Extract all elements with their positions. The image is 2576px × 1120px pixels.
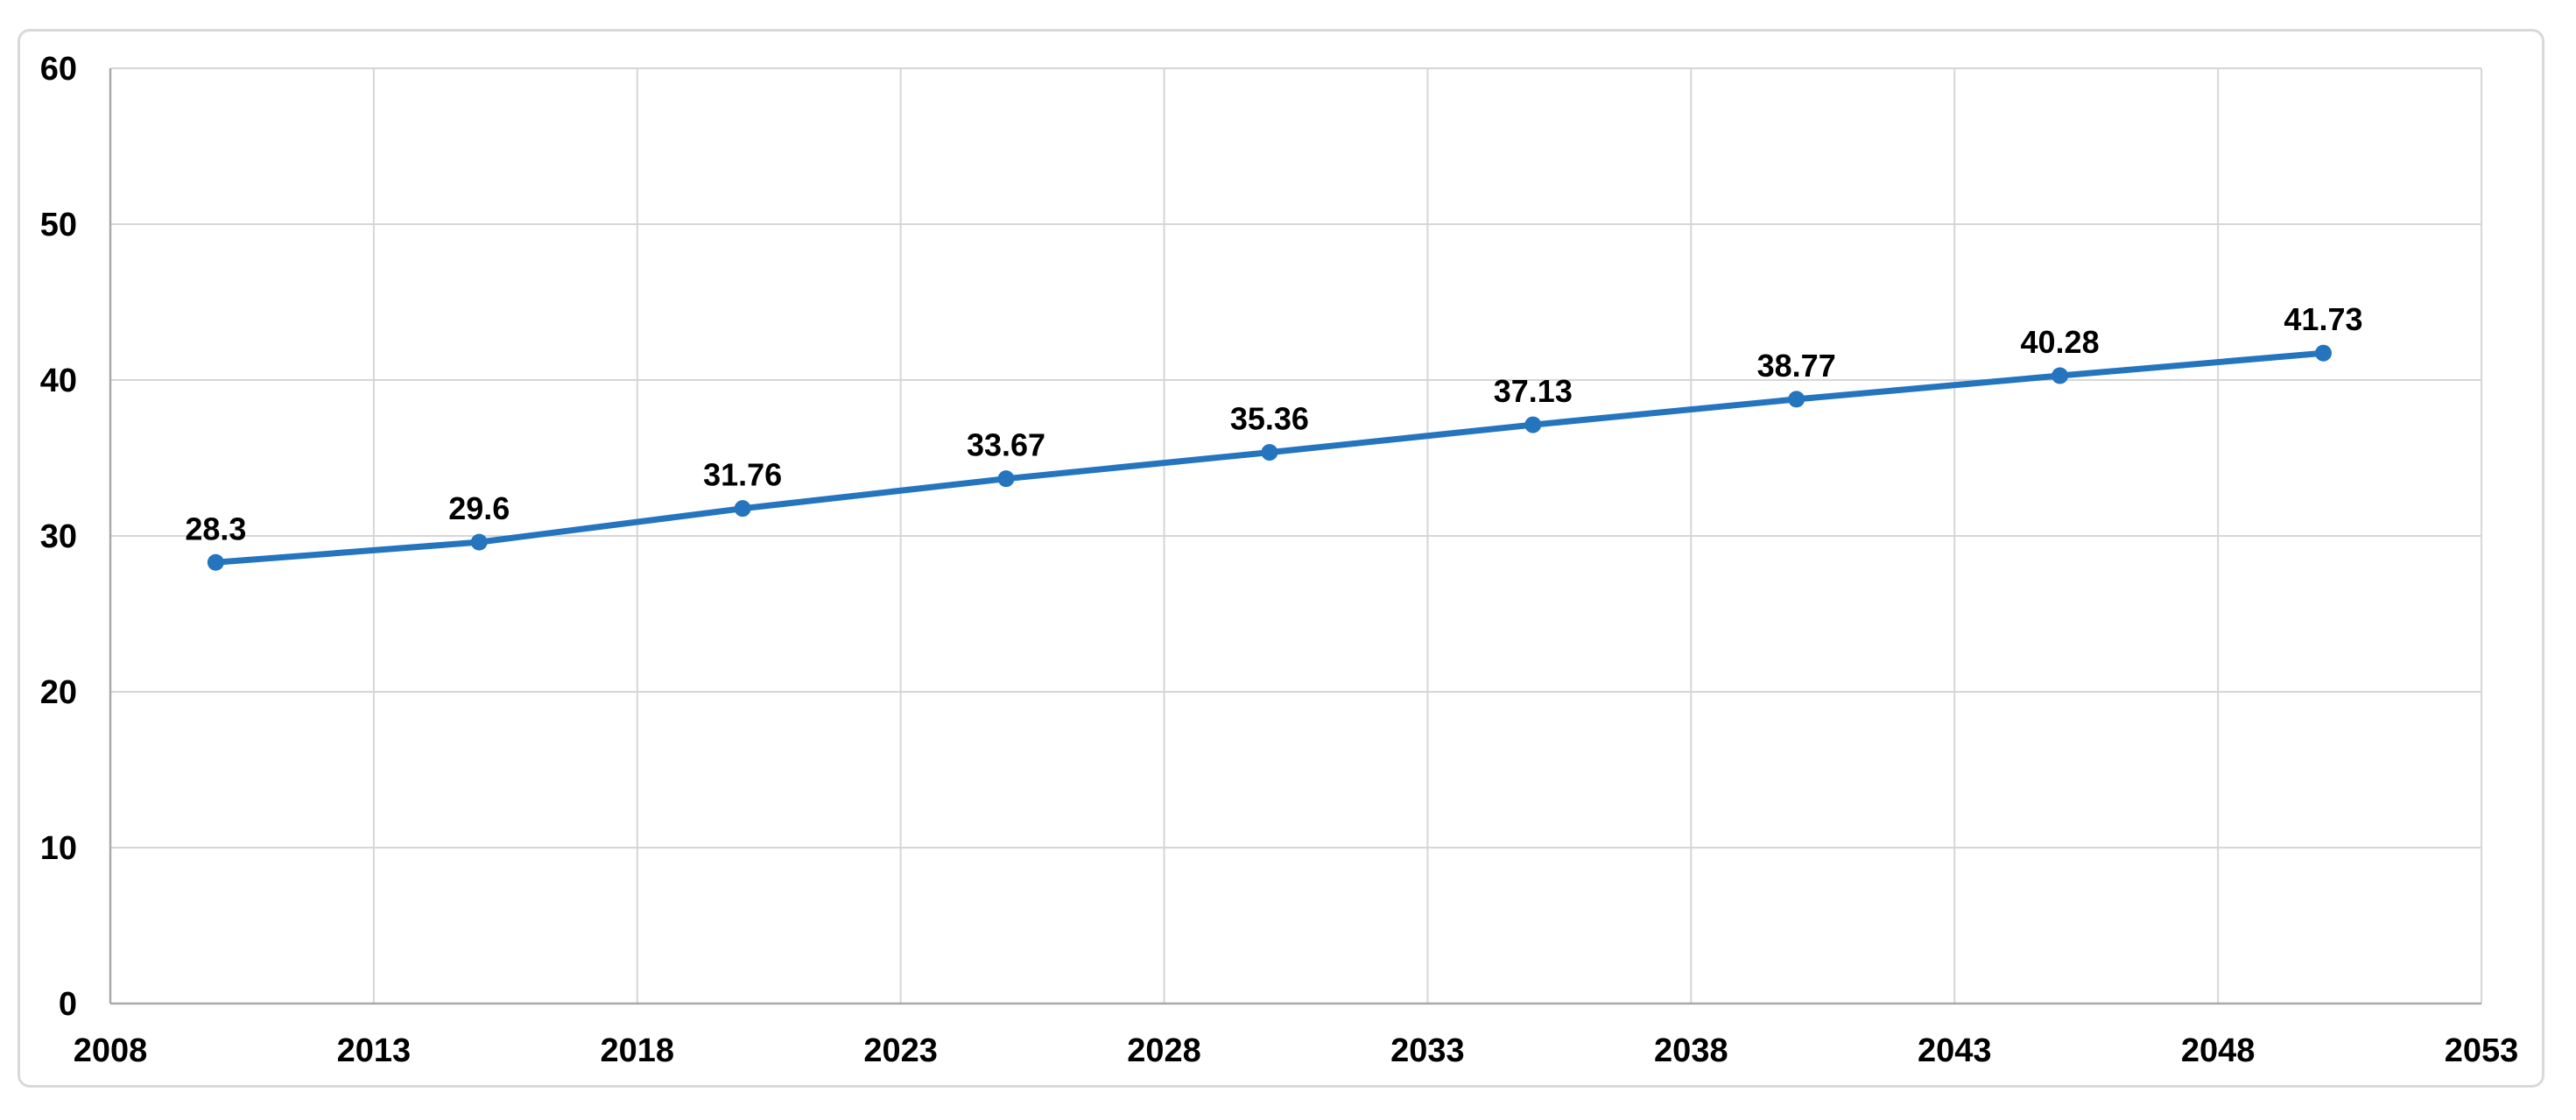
data-point-marker: [2314, 344, 2332, 362]
data-point-marker: [1788, 391, 1805, 408]
y-axis-tick-label: 50: [40, 207, 77, 243]
x-axis-tick-label: 2043: [1918, 1032, 1992, 1069]
y-axis-tick-label: 60: [40, 51, 77, 88]
y-axis-tick-label: 20: [40, 674, 77, 711]
data-point-label: 40.28: [2021, 324, 2100, 360]
data-point-label: 28.3: [185, 511, 246, 546]
x-axis-tick-label: 2048: [2181, 1032, 2256, 1069]
x-axis-tick-label: 2033: [1390, 1032, 1465, 1069]
data-point-marker: [997, 470, 1015, 488]
x-axis-tick-label: 2053: [2445, 1032, 2519, 1069]
data-point-label: 38.77: [1757, 348, 1836, 384]
data-point-marker: [1261, 444, 1278, 461]
figure-border: [18, 29, 2544, 1088]
x-axis-tick-label: 2008: [74, 1032, 148, 1069]
x-axis-tick-label: 2018: [601, 1032, 675, 1069]
data-point-marker: [1524, 416, 1542, 433]
data-point-label: 37.13: [1494, 373, 1573, 409]
data-point-label: 35.36: [1230, 401, 1309, 437]
data-point-label: 31.76: [703, 457, 782, 493]
x-axis-tick-label: 2023: [863, 1032, 938, 1069]
x-axis-tick-label: 2013: [337, 1032, 412, 1069]
y-axis-tick-label: 10: [40, 830, 77, 867]
data-point-marker: [207, 553, 224, 571]
data-point-label: 33.67: [967, 427, 1045, 463]
y-axis-tick-label: 40: [40, 363, 77, 399]
data-point-marker: [734, 500, 751, 518]
x-axis-tick-label: 2028: [1127, 1032, 1201, 1069]
x-axis-tick-label: 2038: [1654, 1032, 1728, 1069]
y-axis-tick-label: 30: [40, 518, 77, 555]
data-point-label: 41.73: [2284, 301, 2362, 337]
data-point-marker: [470, 533, 488, 551]
data-point-marker: [2052, 367, 2069, 384]
y-axis-tick-label: 0: [59, 986, 77, 1023]
data-point-label: 29.6: [448, 490, 510, 526]
